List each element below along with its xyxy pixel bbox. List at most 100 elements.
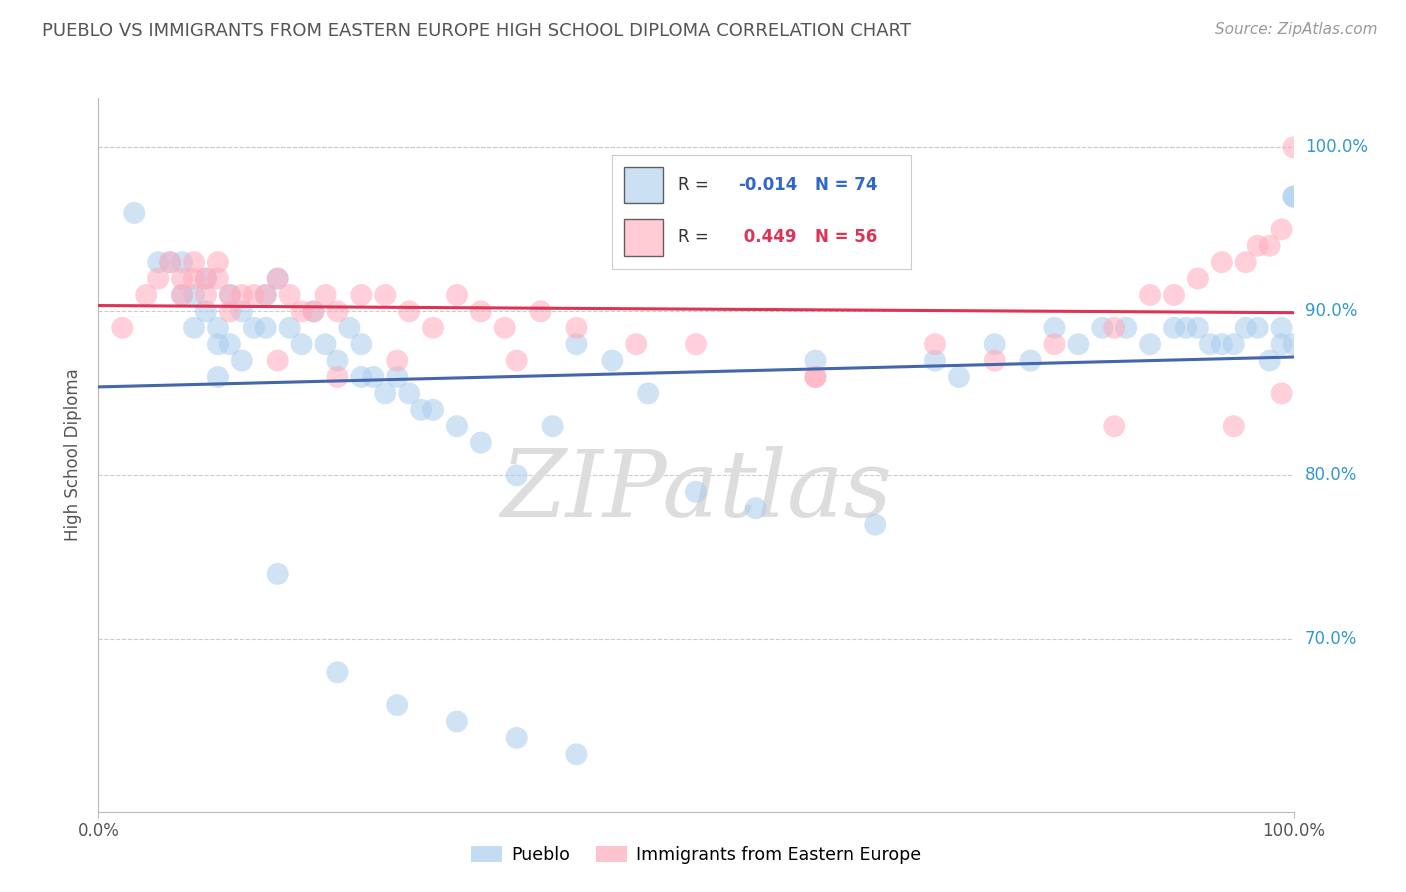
Point [315, 288, 337, 302]
Point [685, 337, 707, 351]
Point [1019, 353, 1042, 368]
Point [183, 288, 205, 302]
Point [243, 320, 266, 334]
Point [374, 288, 396, 302]
Text: Source: ZipAtlas.com: Source: ZipAtlas.com [1215, 22, 1378, 37]
Point [183, 320, 205, 334]
Point [267, 566, 290, 581]
Point [385, 353, 409, 368]
Point [1091, 320, 1114, 334]
Text: 70.0%: 70.0% [1305, 631, 1357, 648]
Point [470, 304, 492, 318]
Point [231, 353, 253, 368]
Point [111, 320, 134, 334]
Point [565, 320, 588, 334]
Point [1187, 271, 1209, 285]
Point [565, 337, 588, 351]
Point [1163, 288, 1185, 302]
Point [1043, 337, 1066, 351]
Point [207, 271, 229, 285]
Point [290, 304, 312, 318]
Point [1271, 222, 1294, 236]
Point [1222, 337, 1246, 351]
Point [1163, 320, 1185, 334]
Point [1043, 320, 1066, 334]
Point [219, 337, 242, 351]
Point [315, 337, 337, 351]
Point [159, 255, 181, 269]
Point [470, 435, 492, 450]
Point [1246, 320, 1268, 334]
Point [1271, 386, 1294, 401]
Legend: Pueblo, Immigrants from Eastern Europe: Pueblo, Immigrants from Eastern Europe [464, 839, 928, 871]
Point [290, 337, 312, 351]
Y-axis label: High School Diploma: High School Diploma [65, 368, 83, 541]
Point [374, 386, 396, 401]
Point [1102, 419, 1125, 434]
Point [422, 320, 444, 334]
Point [231, 304, 253, 318]
Point [1102, 320, 1125, 334]
Point [183, 271, 205, 285]
Point [624, 337, 647, 351]
Point [685, 484, 707, 499]
Point [207, 337, 229, 351]
Point [565, 747, 588, 762]
Point [1139, 337, 1161, 351]
Point [506, 468, 529, 483]
Point [172, 255, 194, 269]
Point [172, 288, 194, 302]
Point [1139, 288, 1161, 302]
Point [207, 320, 229, 334]
Point [302, 304, 325, 318]
Point [326, 304, 349, 318]
Point [745, 501, 768, 516]
Point [446, 419, 468, 434]
Point [600, 353, 623, 368]
Point [1067, 337, 1090, 351]
Point [219, 288, 242, 302]
Point [804, 370, 827, 384]
Point [804, 353, 827, 368]
Point [135, 288, 157, 302]
Point [1246, 239, 1268, 253]
Point [385, 370, 409, 384]
Point [506, 731, 529, 745]
Point [278, 288, 301, 302]
Point [446, 288, 468, 302]
Point [326, 353, 349, 368]
Point [804, 370, 827, 384]
Point [194, 304, 217, 318]
Point [267, 353, 290, 368]
Point [541, 419, 564, 434]
Text: 80.0%: 80.0% [1305, 467, 1357, 484]
Point [1282, 140, 1305, 154]
Point [924, 353, 946, 368]
Point [363, 370, 385, 384]
Point [254, 288, 277, 302]
Point [983, 353, 1005, 368]
Text: 100.0%: 100.0% [1305, 138, 1368, 156]
Point [1271, 320, 1294, 334]
Point [207, 255, 229, 269]
Point [1282, 337, 1305, 351]
Point [446, 714, 468, 729]
Point [1282, 189, 1305, 203]
Point [267, 271, 290, 285]
Point [863, 517, 886, 532]
Point [1282, 189, 1305, 203]
Point [1198, 337, 1220, 351]
Point [411, 402, 433, 417]
Point [159, 255, 181, 269]
Point [194, 271, 217, 285]
Point [219, 304, 242, 318]
Point [350, 337, 373, 351]
Point [172, 271, 194, 285]
Point [278, 320, 301, 334]
Point [398, 304, 420, 318]
Point [183, 255, 205, 269]
Point [350, 288, 373, 302]
Point [207, 370, 229, 384]
Point [326, 370, 349, 384]
Point [350, 370, 373, 384]
